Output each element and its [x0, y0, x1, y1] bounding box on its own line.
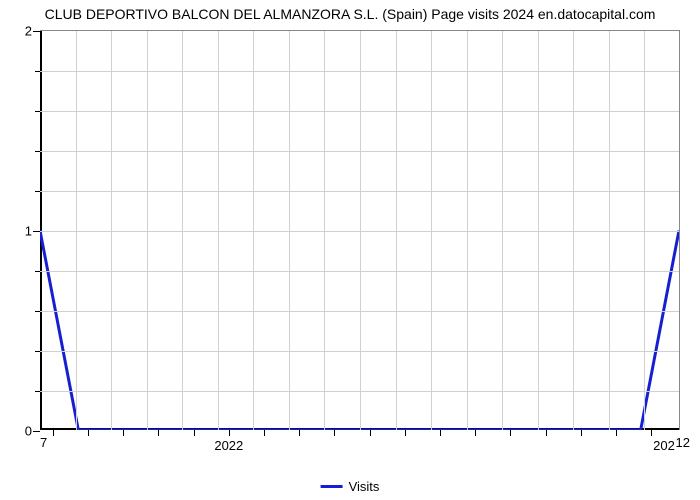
x-tick: [123, 430, 124, 436]
y-minor-tick: [35, 271, 40, 272]
grid-line-v: [609, 31, 610, 430]
x-tick: [334, 430, 335, 436]
grid-line-v: [360, 31, 361, 430]
grid-line-v: [467, 31, 468, 430]
chart-title: CLUB DEPORTIVO BALCON DEL ALMANZORA S.L.…: [45, 6, 656, 22]
x-tick: [88, 430, 89, 436]
legend-swatch: [321, 485, 343, 488]
x-tick: [651, 430, 652, 436]
x-tick: [546, 430, 547, 436]
grid-line-v: [147, 31, 148, 430]
x-tick: [264, 430, 265, 436]
x-tick: [158, 430, 159, 436]
plot-area: 0122022202: [40, 30, 680, 430]
grid-line-v: [182, 31, 183, 430]
legend-label: Visits: [349, 479, 380, 494]
y-major-tick: [33, 31, 40, 32]
y-tick-label: 0: [25, 424, 32, 439]
y-minor-tick: [35, 311, 40, 312]
x-corner-right: 12: [676, 435, 690, 450]
y-minor-tick: [35, 391, 40, 392]
grid-line-v: [396, 31, 397, 430]
x-tick: [229, 430, 230, 436]
legend: Visits: [321, 479, 380, 494]
x-tick: [475, 430, 476, 436]
x-tick-label-2022: 2022: [214, 438, 243, 453]
grid-line-v: [538, 31, 539, 430]
x-tick: [370, 430, 371, 436]
y-tick-label: 2: [25, 24, 32, 39]
x-tick: [616, 430, 617, 436]
y-major-tick: [33, 431, 40, 432]
grid-line-v: [573, 31, 574, 430]
grid-line-v: [644, 31, 645, 430]
grid-line-v: [111, 31, 112, 430]
y-major-tick: [33, 231, 40, 232]
x-tick: [440, 430, 441, 436]
y-minor-tick: [35, 351, 40, 352]
y-tick-label: 1: [25, 224, 32, 239]
grid-line-v: [324, 31, 325, 430]
grid-line-v: [218, 31, 219, 430]
y-minor-tick: [35, 191, 40, 192]
grid-line-v: [289, 31, 290, 430]
x-corner-left: 7: [40, 435, 47, 450]
y-minor-tick: [35, 71, 40, 72]
grid-line-v: [253, 31, 254, 430]
x-tick: [299, 430, 300, 436]
y-minor-tick: [35, 151, 40, 152]
chart-title-text: CLUB DEPORTIVO BALCON DEL ALMANZORA S.L.…: [45, 6, 656, 22]
grid-line-v: [431, 31, 432, 430]
x-tick: [53, 430, 54, 436]
y-minor-tick: [35, 111, 40, 112]
grid-line-v: [502, 31, 503, 430]
x-tick: [510, 430, 511, 436]
x-tick: [194, 430, 195, 436]
x-tick-label-202: 202: [653, 438, 675, 453]
x-tick: [405, 430, 406, 436]
x-tick: [581, 430, 582, 436]
grid-line-v: [76, 31, 77, 430]
